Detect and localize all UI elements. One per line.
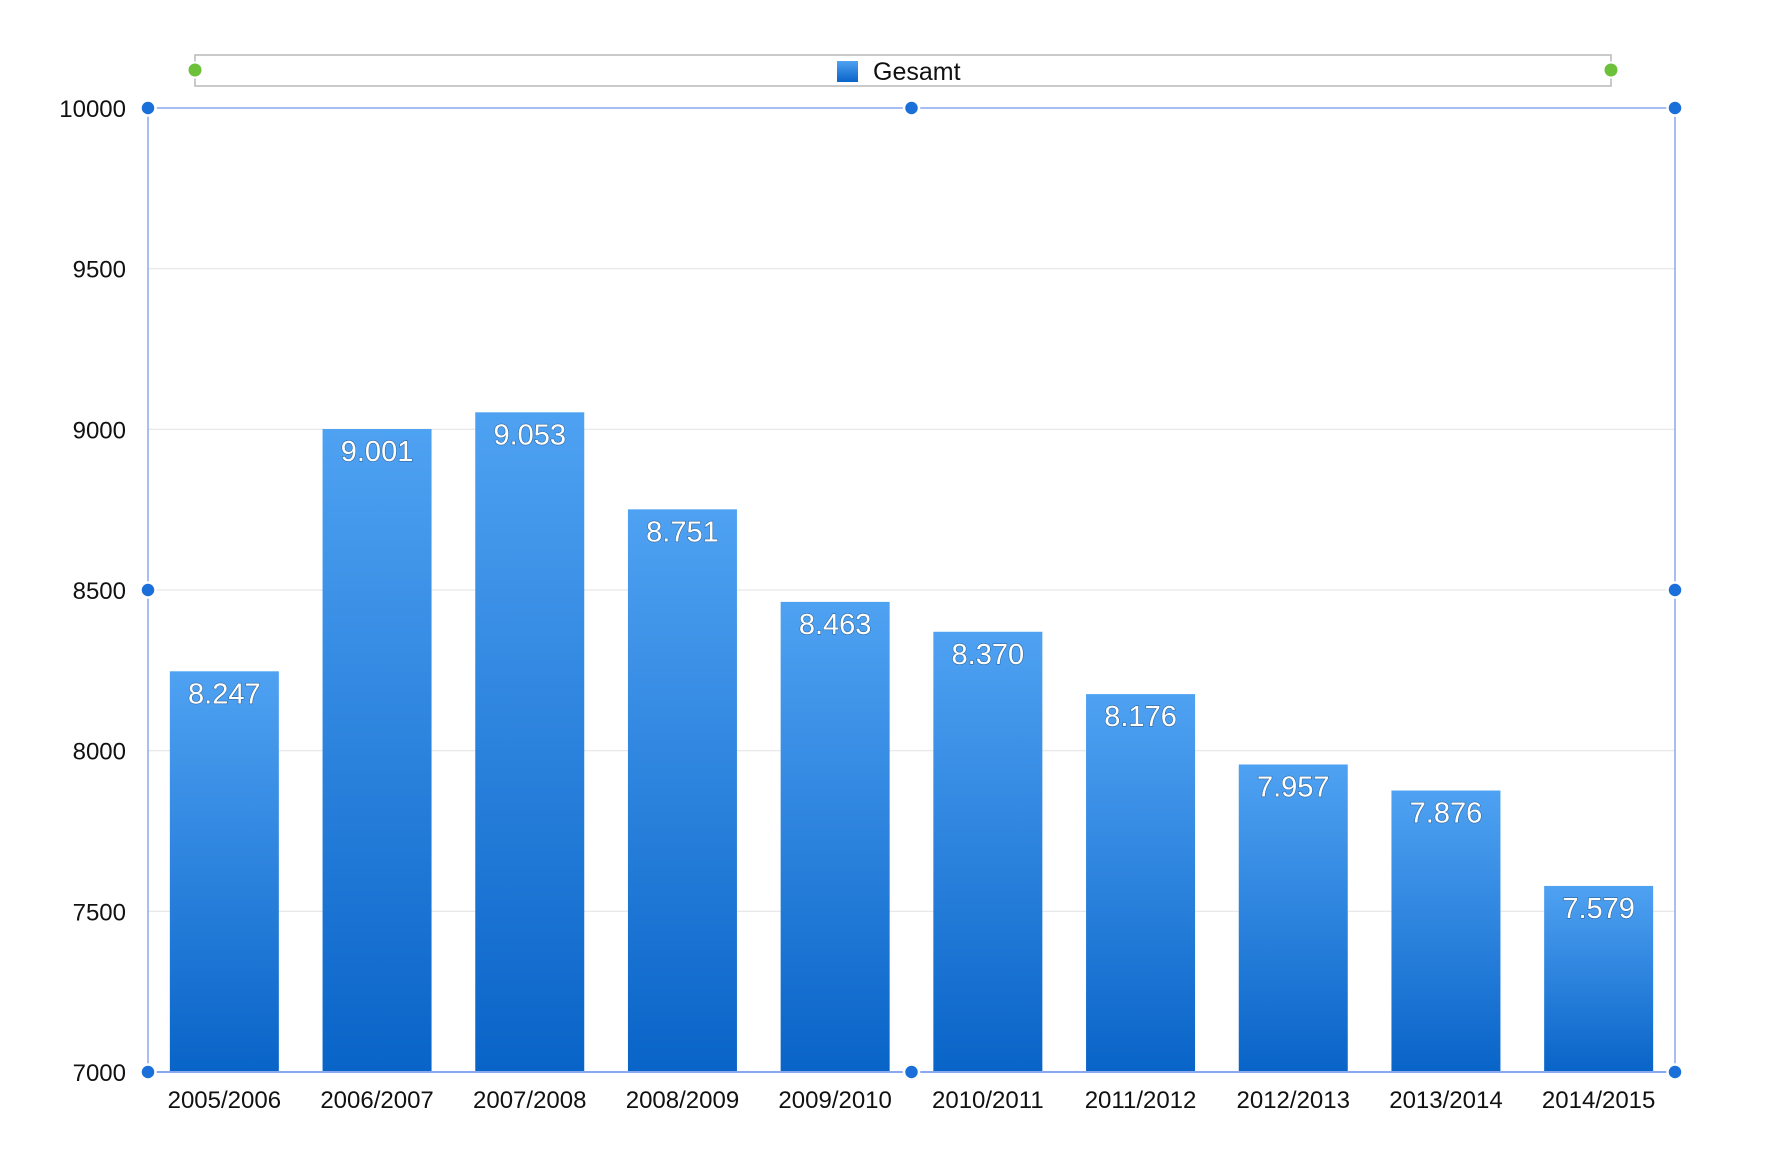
bar-value-label: 9.001 xyxy=(341,436,414,468)
bars xyxy=(169,412,1654,1073)
bar-value-label: 8.463 xyxy=(799,609,872,641)
y-tick-label: 7500 xyxy=(73,899,126,926)
resize-handle[interactable] xyxy=(1666,1063,1684,1081)
resize-handle[interactable] xyxy=(902,1063,921,1081)
bar[interactable] xyxy=(933,631,1043,1072)
y-tick-label: 10000 xyxy=(59,96,126,123)
resize-handle[interactable] xyxy=(139,581,157,599)
y-tick-label: 9000 xyxy=(73,417,126,444)
bar[interactable] xyxy=(1544,885,1654,1072)
bar-value-label: 8.370 xyxy=(952,639,1025,671)
bar-value-label: 7.876 xyxy=(1410,798,1483,830)
data-labels: 8.247 9.001 9.053 8.751 8.463 8.370 8.176 7.957… xyxy=(187,419,1635,926)
y-tick-label: 8500 xyxy=(73,578,126,605)
bar[interactable] xyxy=(1391,790,1501,1072)
resize-handle[interactable] xyxy=(139,99,157,117)
resize-handle[interactable] xyxy=(1666,99,1684,117)
bar-value-label: 8.247 xyxy=(188,678,261,710)
x-tick-label: 2010/2011 xyxy=(932,1087,1044,1114)
bar-value-label: 9.053 xyxy=(493,419,566,451)
resize-handle[interactable] xyxy=(902,99,921,117)
legend-swatch xyxy=(837,61,858,82)
bar[interactable] xyxy=(1238,764,1348,1072)
bar-value-label: 7.957 xyxy=(1257,771,1330,803)
x-tick-label: 2008/2009 xyxy=(626,1087,739,1114)
legend[interactable]: Gesamt xyxy=(186,54,1620,87)
bar-value-label: 8.751 xyxy=(646,516,719,548)
legend-resize-handle-right[interactable] xyxy=(1602,61,1620,79)
legend-resize-handle-left[interactable] xyxy=(186,61,204,79)
resize-handle[interactable] xyxy=(139,1063,157,1081)
x-tick-label: 2007/2008 xyxy=(473,1087,586,1114)
bar[interactable] xyxy=(169,671,279,1072)
bar[interactable] xyxy=(780,601,890,1072)
x-tick-label: 2012/2013 xyxy=(1237,1087,1350,1114)
bar-value-label: 7.579 xyxy=(1562,893,1635,925)
y-axis-ticks: 7000 7500 8000 8500 9000 9500 10000 xyxy=(59,96,126,1087)
x-tick-label: 2014/2015 xyxy=(1542,1087,1655,1114)
bar[interactable] xyxy=(322,429,432,1073)
x-tick-label: 2011/2012 xyxy=(1085,1087,1197,1114)
x-tick-label: 2006/2007 xyxy=(320,1087,433,1114)
resize-handle[interactable] xyxy=(1666,581,1684,599)
x-tick-label: 2013/2014 xyxy=(1389,1087,1502,1114)
legend-label: Gesamt xyxy=(873,58,961,86)
bar[interactable] xyxy=(475,412,585,1072)
y-tick-label: 9500 xyxy=(73,257,126,284)
selection-handles[interactable] xyxy=(139,99,1684,1081)
bar[interactable] xyxy=(1086,694,1196,1072)
legend-box xyxy=(194,54,1612,87)
y-tick-label: 8000 xyxy=(73,739,126,766)
bar-value-label: 8.176 xyxy=(1104,701,1177,733)
x-tick-label: 2009/2010 xyxy=(778,1087,891,1114)
x-tick-label: 2005/2006 xyxy=(168,1087,281,1114)
x-axis-ticks: 2005/2006 2006/2007 2007/2008 2008/2009 2009… xyxy=(168,1087,1656,1114)
bar[interactable] xyxy=(627,509,737,1072)
y-tick-label: 7000 xyxy=(73,1060,126,1087)
